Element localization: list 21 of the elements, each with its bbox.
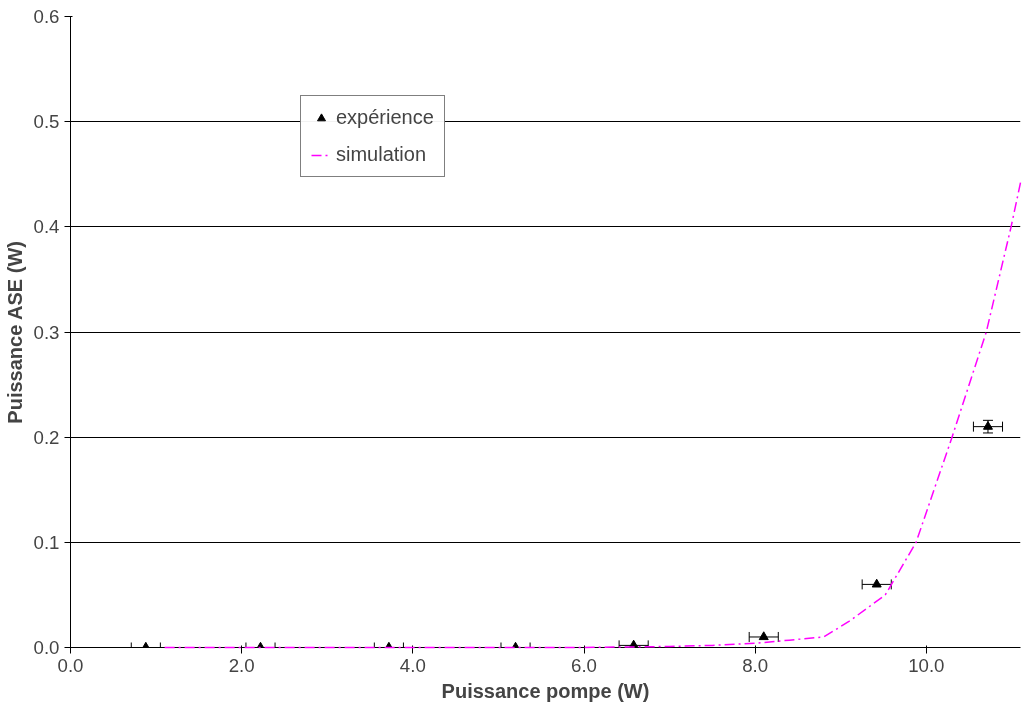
y-tick-label: 0.2 bbox=[33, 426, 60, 448]
y-tick-label: 0.0 bbox=[33, 637, 60, 658]
y-tick-label: 0.6 bbox=[33, 6, 60, 27]
point bbox=[871, 578, 882, 588]
x-tick-label: 2.0 bbox=[228, 654, 255, 676]
y-tick-label: 0.4 bbox=[33, 216, 60, 238]
line-series bbox=[163, 181, 1022, 649]
legend-label: simulation bbox=[336, 143, 427, 166]
x-tick-label: 0.0 bbox=[57, 654, 84, 676]
x-tick-label: 4.0 bbox=[399, 654, 426, 676]
point bbox=[758, 631, 769, 641]
legend-label: expérience bbox=[336, 106, 434, 129]
x-tick-label: 6.0 bbox=[571, 654, 597, 676]
y-tick-label: 0.1 bbox=[33, 531, 60, 553]
x-axis-title: Puissance pompe (W) bbox=[441, 679, 650, 702]
point bbox=[982, 420, 993, 430]
y-axis-title: Puissance ASE (W) bbox=[3, 241, 26, 424]
y-tick-label: 0.3 bbox=[33, 321, 60, 343]
x-tick-label: 8.0 bbox=[742, 654, 769, 676]
y-tick-label: 0.5 bbox=[33, 111, 60, 133]
x-tick-label: 10.0 bbox=[908, 654, 945, 676]
